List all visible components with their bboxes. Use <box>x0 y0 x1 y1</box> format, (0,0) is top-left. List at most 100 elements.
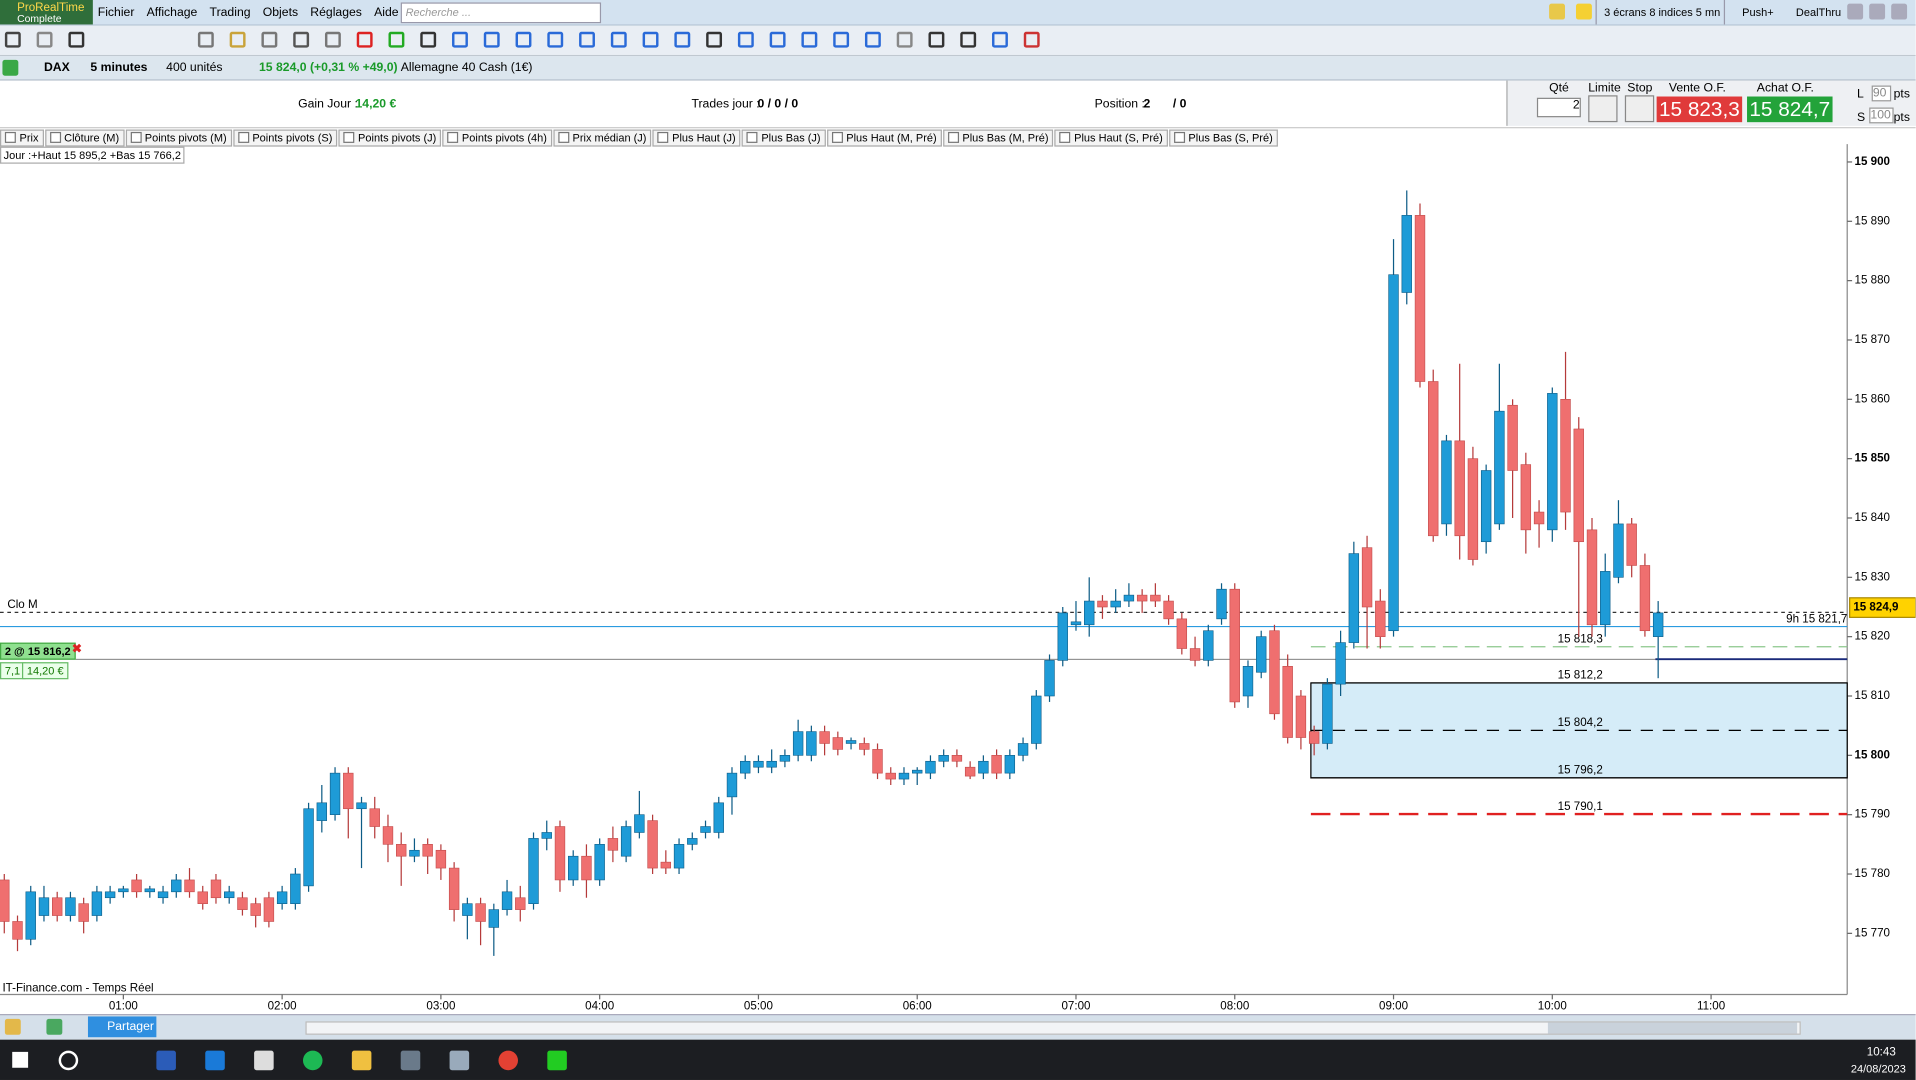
candle-body <box>1507 404 1518 471</box>
tool-icon[interactable] <box>293 31 310 48</box>
share-button[interactable]: Partager <box>87 1016 157 1038</box>
indicator-tab[interactable]: Points pivots (M) <box>125 129 232 147</box>
tool-icon[interactable] <box>36 31 53 48</box>
tool-icon[interactable] <box>1023 31 1040 48</box>
buy-button[interactable]: 15 824,7 <box>1747 96 1833 123</box>
stop-button[interactable] <box>1624 95 1655 123</box>
icon[interactable] <box>1549 3 1565 20</box>
tool-icon[interactable] <box>833 31 850 48</box>
tool-icon[interactable] <box>801 31 818 48</box>
tool-icon[interactable] <box>610 31 627 48</box>
menu-item[interactable]: Objets <box>262 6 299 20</box>
tool-icon[interactable] <box>197 31 214 48</box>
icon[interactable] <box>46 1018 63 1035</box>
candle-body <box>951 755 963 762</box>
candle-body <box>806 731 817 756</box>
tool-icon[interactable] <box>356 31 373 48</box>
price-level-label: 15 812,2 <box>1558 669 1603 682</box>
s-points[interactable]: 100 <box>1869 107 1894 124</box>
trades-value: 0 / 0 / 0 <box>757 97 799 112</box>
icon[interactable] <box>1575 3 1592 20</box>
period[interactable]: 5 minutes <box>90 61 148 75</box>
y-tick-label: 15 820 <box>1855 630 1890 643</box>
candle-body <box>1348 553 1360 643</box>
indicator-tab[interactable]: Points pivots (4h) <box>442 129 552 147</box>
icon[interactable] <box>1847 3 1864 20</box>
tool-icon[interactable] <box>992 31 1008 48</box>
candle-body <box>554 826 566 881</box>
tool-icon[interactable] <box>579 31 595 48</box>
app-icon[interactable] <box>254 1050 274 1071</box>
tool-icon[interactable] <box>452 31 468 48</box>
share-label: Partager <box>107 1020 154 1034</box>
icon[interactable] <box>1869 3 1886 20</box>
search-button[interactable] <box>58 1050 79 1071</box>
icon[interactable] <box>1891 3 1908 20</box>
app-icon[interactable] <box>205 1050 225 1071</box>
position-tag[interactable]: 2 @ 15 816,2 <box>0 642 76 660</box>
start-button[interactable] <box>12 1051 29 1068</box>
scrollbar[interactable] <box>305 1021 1801 1035</box>
icon[interactable] <box>4 1018 21 1035</box>
app-icon[interactable] <box>449 1050 470 1071</box>
tool-icon[interactable] <box>515 31 532 48</box>
tool-icon[interactable] <box>864 31 881 48</box>
qty-input[interactable]: 2 <box>1536 97 1581 118</box>
search-box[interactable]: Recherche ... <box>400 2 602 24</box>
app-icon[interactable] <box>547 1050 567 1071</box>
indicator-tab[interactable]: Points pivots (J) <box>338 129 442 147</box>
indicator-tab[interactable]: Plus Haut (J) <box>652 129 741 147</box>
indicator-tab[interactable]: Clôture (M) <box>44 129 125 147</box>
indicator-tab[interactable]: Prix médian (J) <box>552 129 652 147</box>
app-icon[interactable] <box>400 1050 421 1071</box>
indicator-tab[interactable]: Prix <box>0 129 44 147</box>
tool-icon[interactable] <box>769 31 786 48</box>
menu-item[interactable]: Aide <box>374 6 399 20</box>
close-position[interactable]: ✖ <box>71 642 83 657</box>
tool-icon[interactable] <box>642 31 659 48</box>
limit-button[interactable] <box>1588 95 1618 123</box>
tool-icon[interactable] <box>388 31 405 48</box>
icon[interactable] <box>2 59 19 76</box>
tab-label: Clôture (M) <box>64 131 120 145</box>
app-icon[interactable] <box>302 1050 323 1071</box>
app-icon[interactable] <box>351 1050 372 1071</box>
tool-icon[interactable] <box>68 31 85 48</box>
push-button[interactable]: Push+ <box>1742 6 1774 19</box>
tool-icon[interactable] <box>483 31 500 48</box>
indicator-tab[interactable]: Plus Bas (J) <box>741 129 826 147</box>
menu-item[interactable]: Fichier <box>97 6 135 20</box>
tool-icon[interactable] <box>547 31 564 48</box>
menu-item[interactable]: Affichage <box>146 6 198 20</box>
menu-item[interactable]: Trading <box>209 6 251 20</box>
candle-body <box>1269 630 1280 715</box>
scroll-thumb[interactable] <box>1547 1022 1798 1034</box>
indicator-tab[interactable]: Plus Bas (S, Pré) <box>1168 129 1278 147</box>
tool-icon[interactable] <box>4 31 21 48</box>
tool-icon[interactable] <box>229 31 246 48</box>
indicator-tab[interactable]: Plus Bas (M, Pré) <box>942 129 1054 147</box>
tool-icon[interactable] <box>706 31 723 48</box>
tool-icon[interactable] <box>261 31 278 48</box>
sell-button[interactable]: 15 823,3 <box>1656 96 1743 123</box>
units[interactable]: 400 unités <box>166 61 223 75</box>
x-tick-label: 02:00 <box>268 1000 297 1013</box>
ticker[interactable]: DAX <box>43 61 70 75</box>
l-points[interactable]: 90 <box>1871 85 1892 102</box>
candle-body <box>1176 618 1188 649</box>
indicator-tab[interactable]: Points pivots (S) <box>232 129 338 147</box>
tool-icon[interactable] <box>960 31 977 48</box>
menu-item[interactable]: Réglages <box>310 6 362 20</box>
tool-icon[interactable] <box>324 31 341 48</box>
workspace[interactable]: 3 écrans 8 indices 5 mn <box>1595 0 1726 25</box>
app-icon[interactable] <box>156 1050 176 1071</box>
tool-icon[interactable] <box>737 31 754 48</box>
app-icon[interactable] <box>498 1050 519 1071</box>
indicator-tab[interactable]: Plus Haut (M, Pré) <box>826 129 942 147</box>
tool-icon[interactable] <box>928 31 945 48</box>
dealthru-button[interactable]: DealThru <box>1795 6 1842 19</box>
tool-icon[interactable] <box>674 31 691 48</box>
indicator-tab[interactable]: Plus Haut (S, Pré) <box>1054 129 1168 147</box>
tool-icon[interactable] <box>420 31 437 48</box>
tool-icon[interactable] <box>896 31 913 48</box>
